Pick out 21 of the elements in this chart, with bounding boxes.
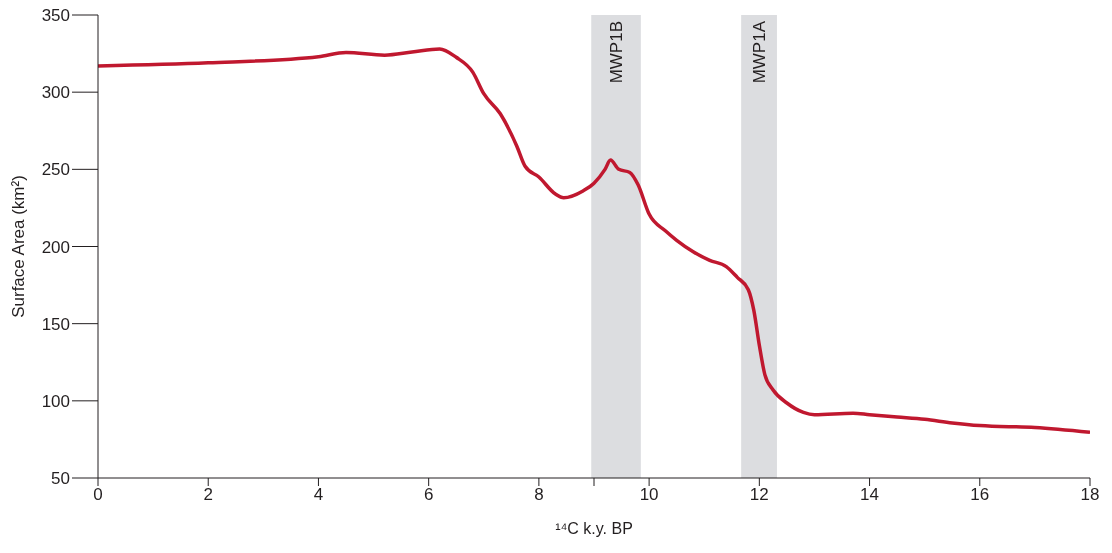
y-tick-label: 150 bbox=[41, 314, 70, 334]
x-tick-label: 6 bbox=[423, 485, 434, 505]
x-tick-label: 2 bbox=[203, 485, 213, 505]
x-tick-label: 12 bbox=[749, 485, 769, 505]
y-tick-label: 50 bbox=[51, 469, 70, 489]
x-tick-label: 14 bbox=[860, 485, 880, 505]
y-tick-label: 200 bbox=[41, 237, 70, 257]
y-tick-label: 350 bbox=[41, 6, 70, 26]
y-tick-label: 300 bbox=[41, 83, 70, 103]
x-tick-label: 4 bbox=[313, 485, 324, 505]
x-tick-label: 10 bbox=[639, 485, 659, 505]
x-tick-label: 16 bbox=[970, 485, 990, 505]
x-axis-title: ¹⁴C k.y. BP bbox=[555, 520, 633, 537]
y-axis-title: Surface Area (km²) bbox=[9, 175, 29, 318]
y-tick-label: 250 bbox=[41, 160, 70, 180]
band-label: MWP1A bbox=[749, 20, 769, 84]
y-tick-label: 100 bbox=[41, 391, 70, 411]
band-label: MWP1B bbox=[606, 21, 626, 84]
x-tick-label: 0 bbox=[93, 485, 103, 505]
x-tick-label: 18 bbox=[1080, 485, 1100, 505]
x-tick-label: 8 bbox=[534, 485, 544, 505]
